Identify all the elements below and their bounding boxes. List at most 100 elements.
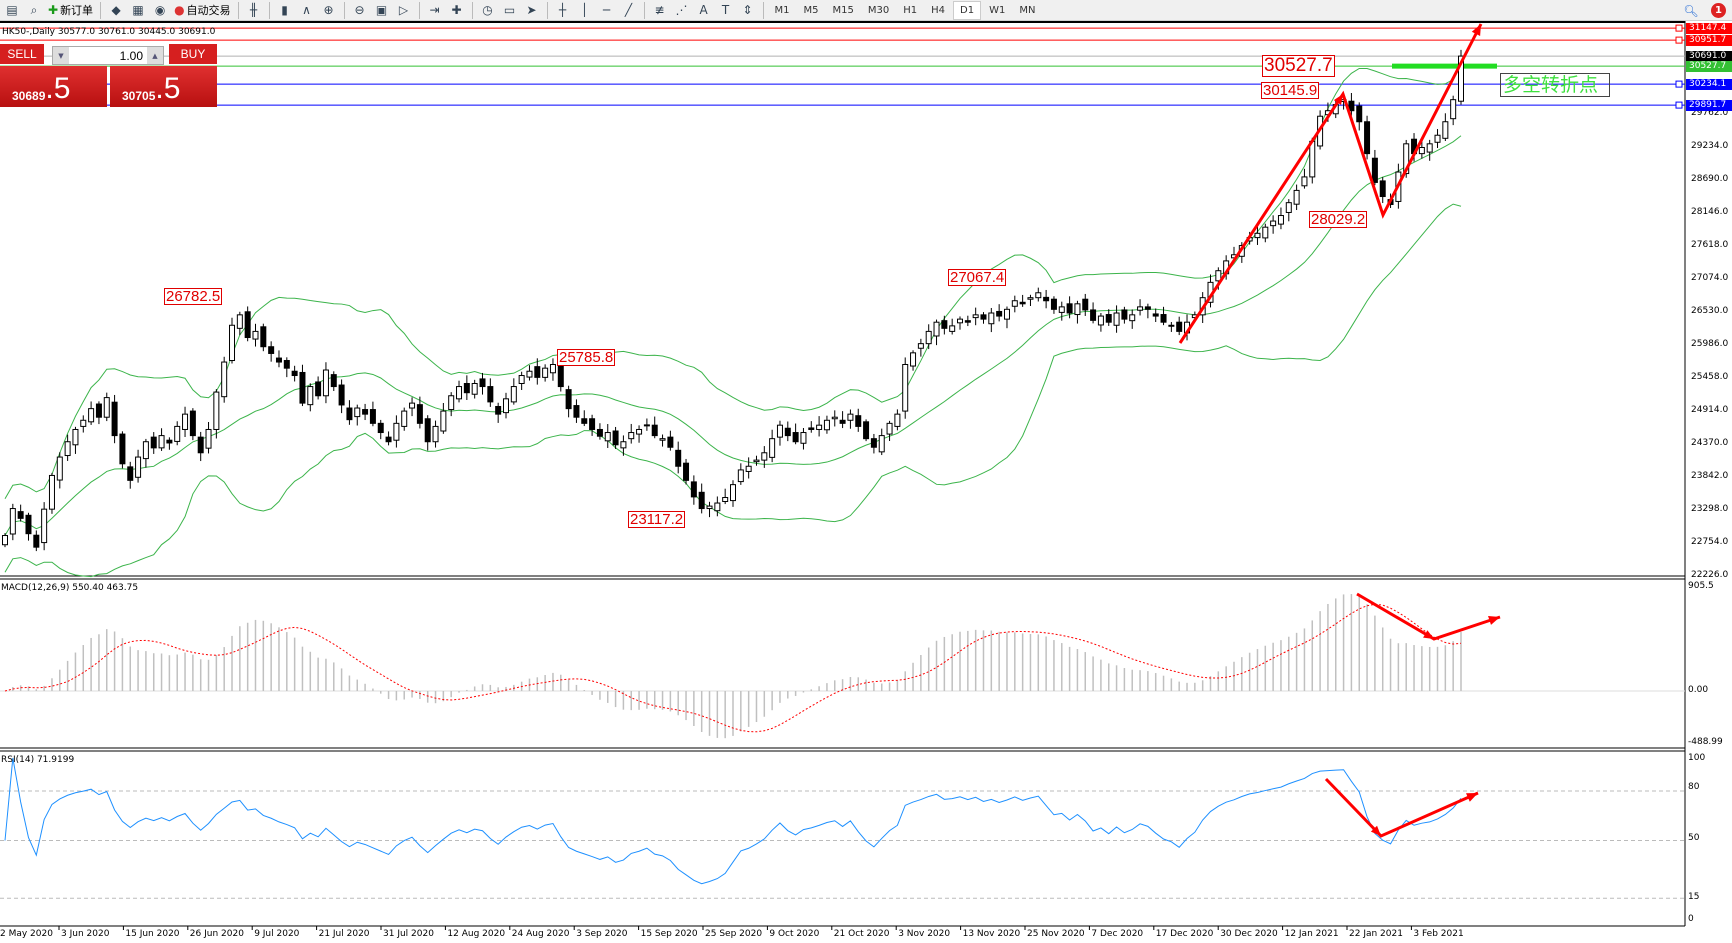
candle-body: [48, 474, 55, 510]
candle-body: [1129, 314, 1136, 322]
toolbar-separator: [100, 1, 102, 19]
periods-icon[interactable]: ◷: [482, 3, 493, 17]
lot-increase-icon[interactable]: ▲: [147, 47, 163, 64]
candlestick-icon[interactable]: ▮: [281, 3, 288, 17]
candle: [870, 433, 877, 454]
crosshair-icon[interactable]: ┼: [558, 3, 567, 17]
timeframe-h1[interactable]: H1: [903, 4, 918, 16]
candle-body: [1254, 232, 1261, 239]
candle: [48, 472, 55, 514]
zoom-chart-icon[interactable]: ⌕: [30, 2, 38, 17]
candle-body: [502, 398, 509, 414]
timeframe-h4[interactable]: H4: [931, 4, 946, 16]
new-order-icon[interactable]: ✚ 新订单: [48, 3, 94, 17]
candle: [135, 449, 142, 483]
templates-icon[interactable]: ▭: [503, 3, 516, 17]
vertical-line-icon[interactable]: │: [580, 3, 589, 17]
candle: [174, 421, 181, 446]
notification-badge[interactable]: 1: [1711, 3, 1726, 18]
trendline-icon[interactable]: ╱: [624, 3, 633, 17]
timeframe-mn[interactable]: MN: [1019, 4, 1036, 16]
buy-button[interactable]: BUY: [169, 44, 217, 64]
price-label: 25785.8: [557, 349, 616, 366]
new-chart-icon[interactable]: ▤: [6, 3, 18, 17]
candle-body: [957, 318, 964, 324]
sell-button[interactable]: SELL: [0, 44, 44, 64]
timeframe-m15[interactable]: M15: [832, 4, 854, 16]
candle: [988, 307, 995, 333]
timeframe-w1[interactable]: W1: [989, 4, 1006, 16]
line-handle[interactable]: [1675, 101, 1683, 109]
candle-body: [855, 415, 862, 427]
candle-body: [1379, 180, 1386, 198]
candle-body: [526, 370, 533, 378]
text-label-icon[interactable]: T: [721, 3, 730, 17]
market-watch-icon[interactable]: ◆: [111, 3, 121, 17]
timeframe-m5[interactable]: M5: [803, 4, 819, 16]
equidistant-channel-icon[interactable]: ⋰: [675, 3, 688, 17]
zoom-in-icon[interactable]: ⊕: [323, 3, 334, 17]
toolbar-separator: [471, 1, 473, 19]
tile-windows-icon[interactable]: ▣: [375, 3, 388, 17]
fibonacci-icon[interactable]: ≢: [654, 3, 665, 17]
price-axis-label: 22754.0: [1691, 537, 1729, 547]
candle-body: [1309, 140, 1316, 178]
horizontal-line-icon[interactable]: ─: [602, 3, 611, 17]
chart-shift-icon[interactable]: ⇥: [429, 3, 440, 17]
candle: [863, 419, 870, 442]
timeframe-m30[interactable]: M30: [867, 4, 890, 16]
candle-body: [1043, 296, 1050, 302]
arrow-head-icon: [1370, 825, 1381, 836]
auto-scroll-icon[interactable]: ▷: [398, 3, 409, 17]
lot-decrease-icon[interactable]: ▼: [53, 47, 69, 64]
candle: [80, 415, 87, 433]
zoom-out-icon[interactable]: ⊖: [354, 3, 365, 17]
candle: [549, 358, 556, 381]
line-handle[interactable]: [1675, 36, 1683, 44]
price-label: 30527.7: [1262, 55, 1335, 77]
auto-trading-icon[interactable]: ● 自动交易: [174, 3, 231, 17]
text-icon[interactable]: A: [699, 3, 708, 17]
arrows-icon[interactable]: ⇕: [742, 3, 753, 17]
navigator-icon[interactable]: ▦: [132, 3, 144, 17]
lot-size-input[interactable]: ▼ 1.00 ▲: [52, 46, 164, 65]
line-handle[interactable]: [1675, 80, 1683, 88]
timeframe-d1[interactable]: D1: [953, 0, 982, 20]
candle: [980, 312, 987, 324]
price-label: 28029.2: [1309, 211, 1368, 228]
candle: [722, 488, 729, 505]
price-axis-label: 29234.0: [1691, 141, 1729, 151]
candle: [205, 421, 212, 454]
date-label: 3 Feb 2021: [1413, 929, 1464, 939]
search-icon[interactable]: 🔍︎: [1683, 3, 1699, 18]
candle: [604, 424, 611, 448]
date-label: 25 Nov 2020: [1027, 929, 1085, 939]
candle: [95, 401, 102, 425]
price-chart[interactable]: [0, 21, 1732, 943]
candle: [917, 338, 924, 357]
date-label: 7 Dec 2020: [1091, 929, 1144, 939]
price-axis-label: 24370.0: [1691, 438, 1729, 448]
timeframe-m1[interactable]: M1: [774, 4, 790, 16]
date-label: 30 Dec 2020: [1220, 929, 1278, 939]
candle-body: [534, 366, 541, 378]
price-trend-arrow: [1178, 23, 1483, 344]
line-chart-icon[interactable]: ∧: [302, 3, 311, 17]
candle: [659, 434, 666, 447]
candle-body: [416, 404, 423, 424]
line-handle[interactable]: [1675, 24, 1683, 32]
lot-value[interactable]: 1.00: [119, 48, 143, 63]
candle: [1379, 177, 1386, 204]
candle-body: [706, 505, 713, 510]
signals-icon[interactable]: ◉: [154, 3, 166, 17]
buy-price-button[interactable]: 30705.5: [110, 66, 217, 107]
candle-body: [1160, 314, 1167, 323]
candle-body: [894, 413, 901, 427]
sell-price-button[interactable]: 30689.5: [0, 66, 107, 107]
indicators-icon[interactable]: ✚: [451, 3, 462, 17]
candle: [275, 350, 282, 368]
cursor-icon[interactable]: ➤: [526, 3, 537, 17]
bar-chart-icon[interactable]: ╫: [249, 3, 258, 17]
candle: [730, 480, 736, 507]
candle: [9, 503, 16, 541]
